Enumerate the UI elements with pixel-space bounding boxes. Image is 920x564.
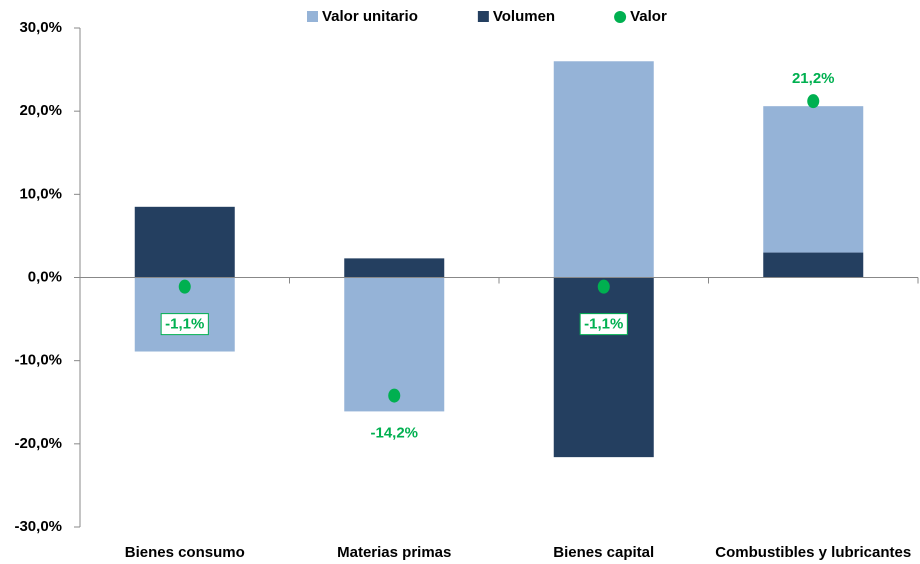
legend-label: Valor unitario bbox=[322, 8, 418, 25]
legend-swatch bbox=[307, 11, 318, 22]
x-tick-label: Materias primas bbox=[337, 544, 451, 561]
legend-swatch bbox=[477, 11, 489, 22]
value-label: 21,2% bbox=[792, 70, 835, 87]
y-tick-label: -10,0% bbox=[14, 352, 62, 369]
x-tick-label: Combustibles y lubricantes bbox=[715, 544, 911, 561]
point bbox=[597, 279, 610, 294]
point bbox=[807, 94, 820, 109]
label-box bbox=[579, 313, 628, 336]
y-tick-label: -20,0% bbox=[14, 435, 62, 452]
label-box bbox=[160, 313, 209, 336]
bar bbox=[344, 258, 445, 278]
legend-label: Valor bbox=[630, 8, 667, 25]
value-label: -1,1% bbox=[165, 316, 204, 333]
x-tick-label: Bienes consumo bbox=[125, 544, 245, 561]
point bbox=[178, 279, 191, 294]
bar bbox=[553, 61, 654, 278]
bar bbox=[763, 252, 864, 278]
bar bbox=[763, 106, 864, 253]
bar bbox=[134, 206, 235, 278]
y-tick-label: 20,0% bbox=[19, 102, 62, 119]
value-label: -1,1% bbox=[584, 316, 623, 333]
legend-label: Volumen bbox=[493, 8, 555, 25]
y-tick-label: 10,0% bbox=[19, 185, 62, 202]
y-tick-label: -30,0% bbox=[14, 518, 62, 535]
x-tick-label: Bienes capital bbox=[553, 544, 654, 561]
y-tick-label: 30,0% bbox=[19, 19, 62, 36]
value-label: -14,2% bbox=[370, 425, 418, 442]
y-tick-label: 0,0% bbox=[28, 268, 62, 285]
point bbox=[388, 388, 401, 403]
legend-swatch bbox=[614, 11, 627, 23]
bar bbox=[553, 277, 654, 458]
